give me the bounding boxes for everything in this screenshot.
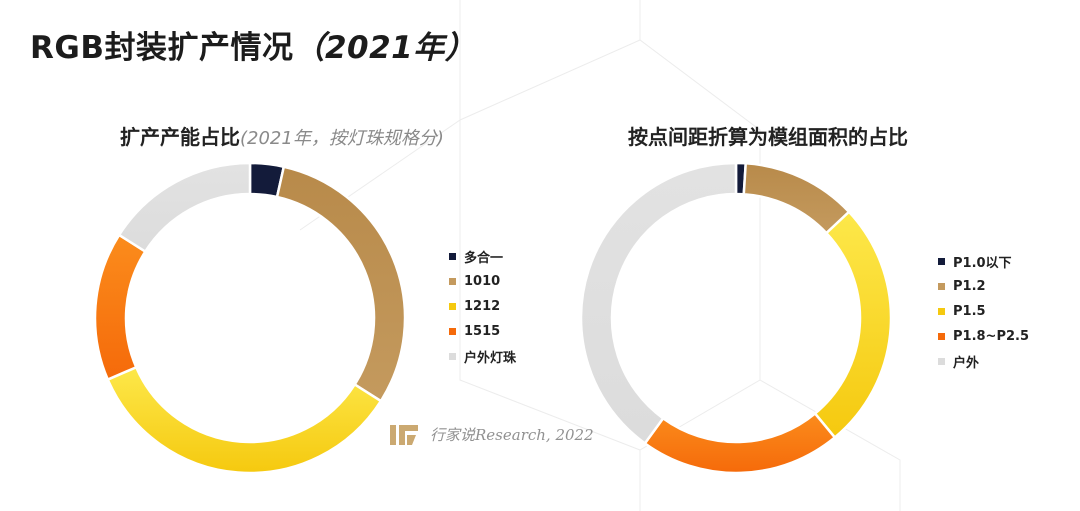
legend-item-module-area: 户外 <box>938 349 1029 374</box>
legend-item-capacity: 1212 <box>449 294 516 319</box>
donut-slice-P1.5 <box>813 210 893 440</box>
legend-label: P1.2 <box>953 279 986 294</box>
legend-label: 1212 <box>464 299 501 314</box>
legend-swatch <box>938 308 945 315</box>
legend-swatch <box>938 333 945 340</box>
donut-slice-P1.8~P2.5 <box>643 411 837 475</box>
watermark: 行家说Research, 2022 <box>388 421 594 447</box>
legend-swatch <box>449 353 456 360</box>
legend-label: P1.0以下 <box>953 256 1012 271</box>
chart-title-right: 按点间距折算为模组面积的占比 <box>628 121 908 150</box>
legend-swatch <box>938 283 945 290</box>
legend-item-capacity: 户外灯珠 <box>449 344 516 369</box>
legend-swatch <box>449 278 456 285</box>
legend-item-capacity: 1515 <box>449 319 516 344</box>
chart-title-left: 扩产产能占比(2021年，按灯珠规格分) <box>120 121 444 150</box>
donut-slice-1515 <box>93 233 148 382</box>
legend-swatch <box>938 258 945 265</box>
legend-label: 户外 <box>953 356 980 371</box>
legend-swatch <box>449 303 456 310</box>
legend-item-module-area: P1.2 <box>938 274 1029 299</box>
donut-chart-module-area <box>579 161 893 475</box>
donut-slice-户外 <box>579 161 738 446</box>
legend-label: P1.5 <box>953 304 986 319</box>
legend-item-capacity: 多合一 <box>449 244 516 269</box>
legend-label: 1515 <box>464 324 501 339</box>
legend-item-module-area: P1.0以下 <box>938 249 1029 274</box>
research-logo-icon <box>390 425 418 445</box>
chart-title-right-main: 按点间距折算为模组面积的占比 <box>628 125 908 149</box>
legend-swatch <box>449 328 456 335</box>
chart-title-left-main: 扩产产能占比 <box>120 125 240 149</box>
donut-slice-P1.2 <box>742 161 851 235</box>
page-title-year: （2021年） <box>293 30 477 66</box>
donut-chart-capacity <box>93 161 407 475</box>
legend-module-area: P1.0以下 P1.2 P1.5 P1.8~P2.5 户外 <box>938 249 1029 374</box>
legend-capacity: 多合一 1010 1212 1515 户外灯珠 <box>449 244 516 369</box>
legend-label: 多合一 <box>464 251 504 266</box>
legend-label: 1010 <box>464 274 501 289</box>
donut-slice-1212 <box>106 365 383 475</box>
page-title: RGB封装扩产情况（2021年） <box>30 22 476 67</box>
chart-subtitle-left: (2021年，按灯珠规格分) <box>240 128 444 149</box>
legend-swatch <box>938 358 945 365</box>
page-title-main: RGB封装扩产情况 <box>30 30 294 66</box>
legend-label: 户外灯珠 <box>464 351 517 366</box>
donut-slice-1010 <box>275 165 407 403</box>
donut-slice-户外灯珠 <box>117 161 252 254</box>
watermark-text: 行家说Research, 2022 <box>430 425 594 444</box>
legend-item-module-area: P1.8~P2.5 <box>938 324 1029 349</box>
legend-label: P1.8~P2.5 <box>953 329 1030 344</box>
legend-item-capacity: 1010 <box>449 269 516 294</box>
legend-item-module-area: P1.5 <box>938 299 1029 324</box>
legend-swatch <box>449 253 456 260</box>
